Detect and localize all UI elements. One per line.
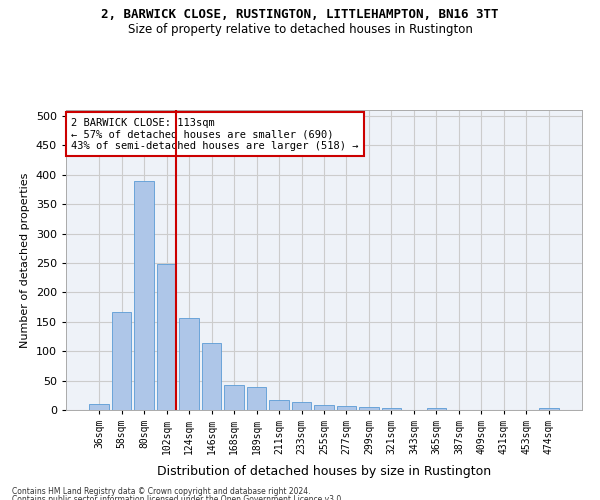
Bar	[112, 312, 131, 410]
Bar	[314, 404, 334, 410]
Y-axis label: Number of detached properties: Number of detached properties	[20, 172, 30, 348]
Text: Contains public sector information licensed under the Open Government Licence v3: Contains public sector information licen…	[12, 495, 344, 500]
Bar	[134, 180, 154, 410]
Text: 2, BARWICK CLOSE, RUSTINGTON, LITTLEHAMPTON, BN16 3TT: 2, BARWICK CLOSE, RUSTINGTON, LITTLEHAMP…	[101, 8, 499, 20]
Text: Size of property relative to detached houses in Rustington: Size of property relative to detached ho…	[128, 22, 472, 36]
Bar	[292, 402, 311, 410]
Bar	[89, 404, 109, 410]
Bar	[382, 408, 401, 410]
Bar	[157, 264, 176, 410]
Bar	[359, 407, 379, 410]
Text: Distribution of detached houses by size in Rustington: Distribution of detached houses by size …	[157, 464, 491, 477]
Bar	[224, 386, 244, 410]
Text: 2 BARWICK CLOSE: 113sqm
← 57% of detached houses are smaller (690)
43% of semi-d: 2 BARWICK CLOSE: 113sqm ← 57% of detache…	[71, 118, 359, 150]
Bar	[427, 408, 446, 410]
Text: Contains HM Land Registry data © Crown copyright and database right 2024.: Contains HM Land Registry data © Crown c…	[12, 488, 311, 496]
Bar	[539, 408, 559, 410]
Bar	[179, 318, 199, 410]
Bar	[337, 406, 356, 410]
Bar	[202, 343, 221, 410]
Bar	[269, 400, 289, 410]
Bar	[247, 387, 266, 410]
